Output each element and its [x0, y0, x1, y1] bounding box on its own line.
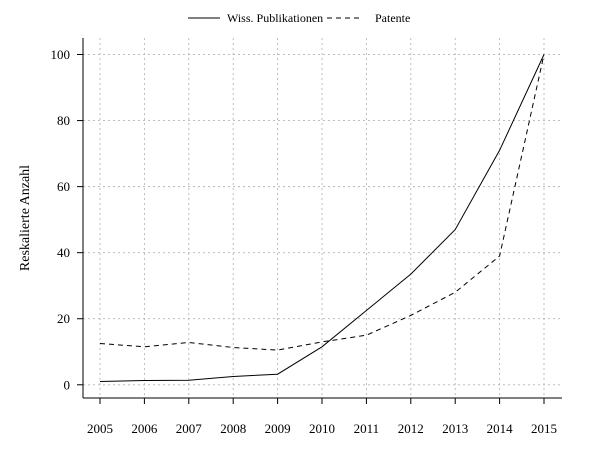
- y-tick-label: 0: [64, 377, 71, 392]
- x-tick-label: 2013: [442, 421, 468, 436]
- x-tick-label: 2014: [487, 421, 514, 436]
- grid: [83, 38, 562, 398]
- x-tick-label: 2015: [531, 421, 557, 436]
- y-axis-label: Reskalierte Anzahl: [18, 165, 33, 271]
- y-tick-label: 100: [51, 47, 71, 62]
- x-tick-label: 2005: [87, 421, 113, 436]
- y-ticks: 0 20 40 60 80 100: [51, 47, 83, 392]
- axes: [82, 38, 562, 399]
- y-tick-label: 80: [57, 113, 70, 128]
- series-line-patents: [99, 54, 545, 351]
- x-tick-label: 2011: [354, 421, 380, 436]
- x-tick-label: 2006: [131, 421, 158, 436]
- series-line-publications: [99, 54, 545, 382]
- x-tick-label: 2007: [176, 421, 203, 436]
- x-tick-label: 2012: [398, 421, 424, 436]
- legend: Wiss. Publikationen Patente: [188, 11, 410, 25]
- x-tick-label: 2008: [220, 421, 246, 436]
- x-ticks: 2005 2006 2007 2008 2009 2010 2011 2012 2013 2014…: [87, 398, 557, 436]
- x-tick-label: 2009: [265, 421, 291, 436]
- y-tick-label: 60: [57, 179, 70, 194]
- x-tick-label: 2010: [309, 421, 335, 436]
- y-tick-label: 20: [57, 311, 70, 326]
- y-tick-label: 40: [57, 245, 70, 260]
- series-lines: [99, 54, 545, 382]
- legend-label-publications: Wiss. Publikationen: [227, 11, 323, 25]
- legend-label-patents: Patente: [375, 11, 410, 25]
